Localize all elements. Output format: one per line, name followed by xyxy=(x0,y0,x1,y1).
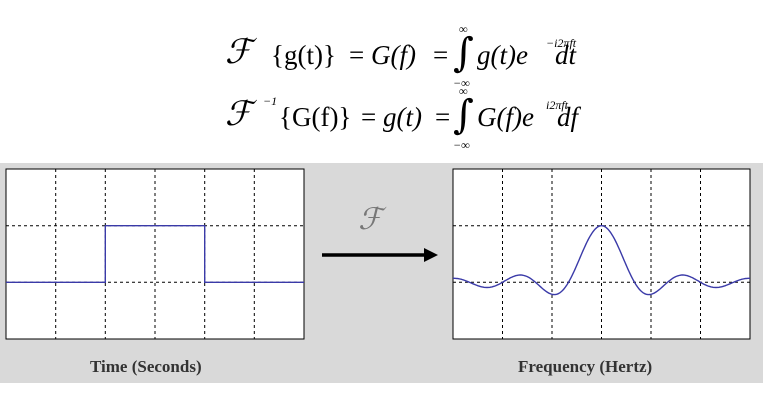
forward-transform-formula: ℱ {g(t)} = G(f) = ∞ ∫ −∞ g(t)e −i2πft dt xyxy=(215,22,595,90)
frequency-axis-caption: Frequency (Hertz) xyxy=(518,357,653,376)
inverse-lower-limit: −∞ xyxy=(453,138,470,152)
inverse-differential: df xyxy=(557,102,579,132)
fourier-operator-symbol: ℱ xyxy=(225,32,252,72)
arrow-head xyxy=(424,248,438,262)
forward-lhs-argument: {g(t)} xyxy=(271,40,336,70)
inverse-equals-1: = xyxy=(361,102,377,132)
forward-exponent: −i2πft xyxy=(546,36,577,50)
diagram-graphics: ℱ xyxy=(5,168,751,340)
forward-differential: dt xyxy=(555,40,577,70)
inverse-upper-limit: ∞ xyxy=(459,84,468,98)
inverse-integral-sign: ∫ xyxy=(453,92,474,138)
inverse-transform-formula: ℱ −1 {G(f)} = g(t) = ∞ ∫ −∞ G(f)e i2πft … xyxy=(215,84,595,152)
time-axis-caption: Time (Seconds) xyxy=(90,357,202,376)
forward-equals-2: = xyxy=(433,40,449,70)
forward-upper-limit: ∞ xyxy=(459,22,468,36)
inverse-middle-term: g(t) xyxy=(383,102,422,132)
forward-integral-sign: ∫ xyxy=(453,30,474,76)
forward-middle-term: G(f) xyxy=(371,40,416,70)
inverse-fourier-operator-symbol: ℱ xyxy=(225,94,252,134)
sinc-spectrum-signal xyxy=(453,225,750,296)
inverse-operator-exponent: −1 xyxy=(263,94,278,108)
inverse-equals-2: = xyxy=(435,102,451,132)
inverse-lhs-argument: {G(f)} xyxy=(279,102,352,132)
forward-equals-1: = xyxy=(349,40,365,70)
frequency-domain-plot xyxy=(452,168,751,340)
transform-symbol: ℱ xyxy=(358,202,387,237)
time-domain-plot xyxy=(5,168,305,340)
inverse-exponent: i2πft xyxy=(546,98,569,112)
transform-arrow: ℱ xyxy=(322,202,438,262)
diagram-panel: ℱ Time (Seconds) Frequency (Hertz) xyxy=(0,163,763,383)
rectangular-pulse-signal xyxy=(6,225,304,284)
forward-integrand: g(t)e xyxy=(477,40,528,70)
inverse-integrand: G(f)e xyxy=(477,102,534,132)
forward-lower-limit: −∞ xyxy=(453,76,470,90)
